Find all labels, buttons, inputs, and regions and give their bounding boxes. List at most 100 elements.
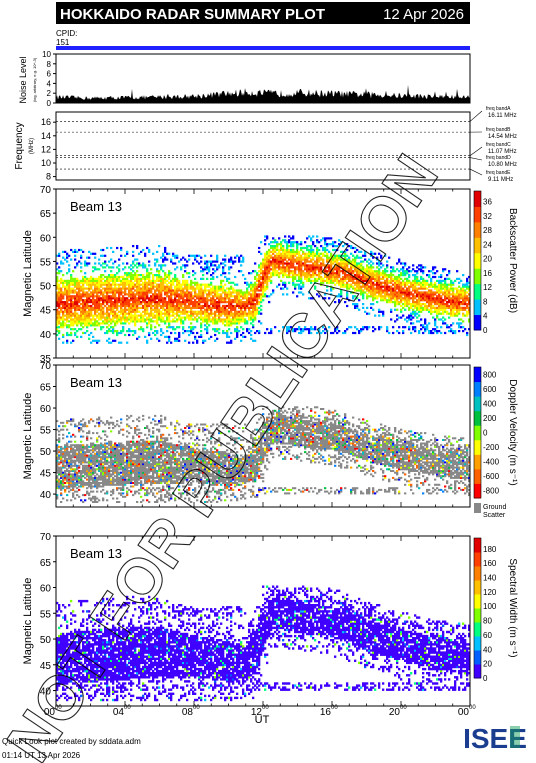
scatter-cell bbox=[188, 299, 191, 302]
scatter-cell bbox=[128, 304, 131, 308]
scatter-cell bbox=[98, 314, 101, 317]
scatter-cell bbox=[62, 482, 65, 484]
scatter-cell bbox=[116, 333, 119, 337]
scatter-cell bbox=[348, 270, 351, 273]
scatter-cell bbox=[306, 275, 309, 279]
scatter-cell bbox=[130, 316, 133, 319]
scatter-cell bbox=[202, 295, 205, 298]
scatter-cell bbox=[220, 310, 223, 313]
scatter-cell bbox=[146, 246, 149, 250]
scatter-cell bbox=[250, 295, 253, 298]
scatter-cell bbox=[362, 281, 365, 284]
scatter-cell bbox=[450, 314, 453, 317]
scatter-cell bbox=[356, 275, 359, 279]
scatter-cell bbox=[266, 258, 269, 261]
scatter-cell bbox=[462, 308, 465, 311]
scatter-cell bbox=[430, 330, 433, 333]
scatter-cell bbox=[244, 301, 247, 304]
scatter-cell bbox=[246, 322, 249, 325]
scatter-cell bbox=[86, 283, 89, 286]
scatter-cell bbox=[350, 268, 353, 271]
scatter-cell bbox=[138, 279, 141, 282]
scatter-cell bbox=[406, 295, 409, 298]
scatter-cell bbox=[66, 442, 69, 445]
scatter-cell bbox=[60, 299, 63, 302]
scatter-cell bbox=[222, 304, 225, 308]
scatter-cell bbox=[80, 310, 83, 313]
scatter-cell bbox=[174, 287, 177, 290]
scatter-cell bbox=[414, 270, 417, 273]
scatter-cell bbox=[224, 301, 227, 304]
scatter-cell bbox=[458, 303, 461, 306]
scatter-cell bbox=[94, 277, 97, 280]
scatter-cell bbox=[372, 256, 375, 259]
scatter-cell bbox=[216, 266, 219, 269]
scatter-cell bbox=[292, 283, 295, 286]
scatter-cell bbox=[96, 299, 99, 302]
scatter-cell bbox=[142, 287, 145, 290]
scatter-cell bbox=[396, 301, 399, 304]
scatter-cell bbox=[184, 293, 187, 296]
scatter-cell bbox=[318, 275, 321, 279]
scatter-cell bbox=[460, 297, 463, 300]
scatter-cell bbox=[396, 314, 399, 317]
scatter-cell bbox=[88, 306, 91, 309]
scatter-cell bbox=[342, 258, 345, 261]
scatter-cell bbox=[262, 299, 265, 302]
scatter-cell bbox=[150, 291, 153, 294]
scatter-cell bbox=[60, 449, 63, 452]
scatter-cell bbox=[164, 287, 167, 290]
scatter-cell bbox=[228, 341, 231, 344]
scatter-cell bbox=[204, 320, 207, 323]
scatter-cell bbox=[84, 301, 87, 304]
scatter-cell bbox=[132, 287, 135, 290]
scatter-cell bbox=[206, 264, 209, 267]
scatter-cell bbox=[120, 275, 123, 279]
scatter-cell bbox=[304, 328, 307, 331]
scatter-cell bbox=[286, 274, 289, 277]
scatter-cell bbox=[160, 304, 163, 308]
scatter-cell bbox=[362, 272, 365, 275]
scatter-cell bbox=[464, 291, 467, 294]
scatter-cell bbox=[268, 256, 271, 259]
scatter-cell bbox=[346, 291, 349, 294]
scatter-cell bbox=[276, 270, 279, 273]
scatter-cell bbox=[92, 316, 95, 319]
scatter-cell bbox=[58, 285, 61, 288]
scatter-cell bbox=[164, 322, 167, 325]
scatter-cell bbox=[450, 279, 453, 282]
scatter-cell bbox=[206, 306, 209, 309]
scatter-cell bbox=[190, 312, 193, 315]
scatter-cell bbox=[458, 291, 461, 294]
scatter-cell bbox=[326, 279, 329, 282]
scatter-cell bbox=[118, 258, 121, 261]
scatter-cell bbox=[102, 316, 105, 319]
freq-ylabel-sub: (MHz) bbox=[29, 138, 35, 154]
scatter-cell bbox=[100, 299, 103, 302]
scatter-cell bbox=[288, 275, 291, 279]
scatter-cell bbox=[456, 314, 459, 317]
scatter-cell bbox=[72, 304, 75, 308]
scatter-cell bbox=[168, 316, 171, 319]
scatter-cell bbox=[410, 281, 413, 284]
scatter-cell bbox=[216, 314, 219, 317]
scatter-cell bbox=[440, 281, 443, 284]
scatter-cell bbox=[356, 268, 359, 271]
scatter-cell bbox=[60, 279, 63, 282]
scatter-cell bbox=[88, 318, 91, 321]
scatter-cell bbox=[150, 295, 153, 298]
scatter-cell bbox=[122, 304, 125, 308]
scatter-cell bbox=[192, 254, 195, 257]
scatter-cell bbox=[464, 299, 467, 302]
scatter-cell bbox=[192, 297, 195, 300]
scatter-cell bbox=[364, 272, 367, 275]
scatter-cell bbox=[224, 289, 227, 292]
scatter-cell bbox=[194, 301, 197, 304]
freq-ytick-label: 10 bbox=[41, 158, 51, 168]
scatter-cell bbox=[436, 270, 439, 273]
scatter-cell bbox=[230, 306, 233, 309]
scatter-cell bbox=[310, 254, 313, 257]
scatter-cell bbox=[328, 281, 331, 284]
scatter-cell bbox=[284, 268, 287, 271]
scatter-cell bbox=[130, 312, 133, 315]
